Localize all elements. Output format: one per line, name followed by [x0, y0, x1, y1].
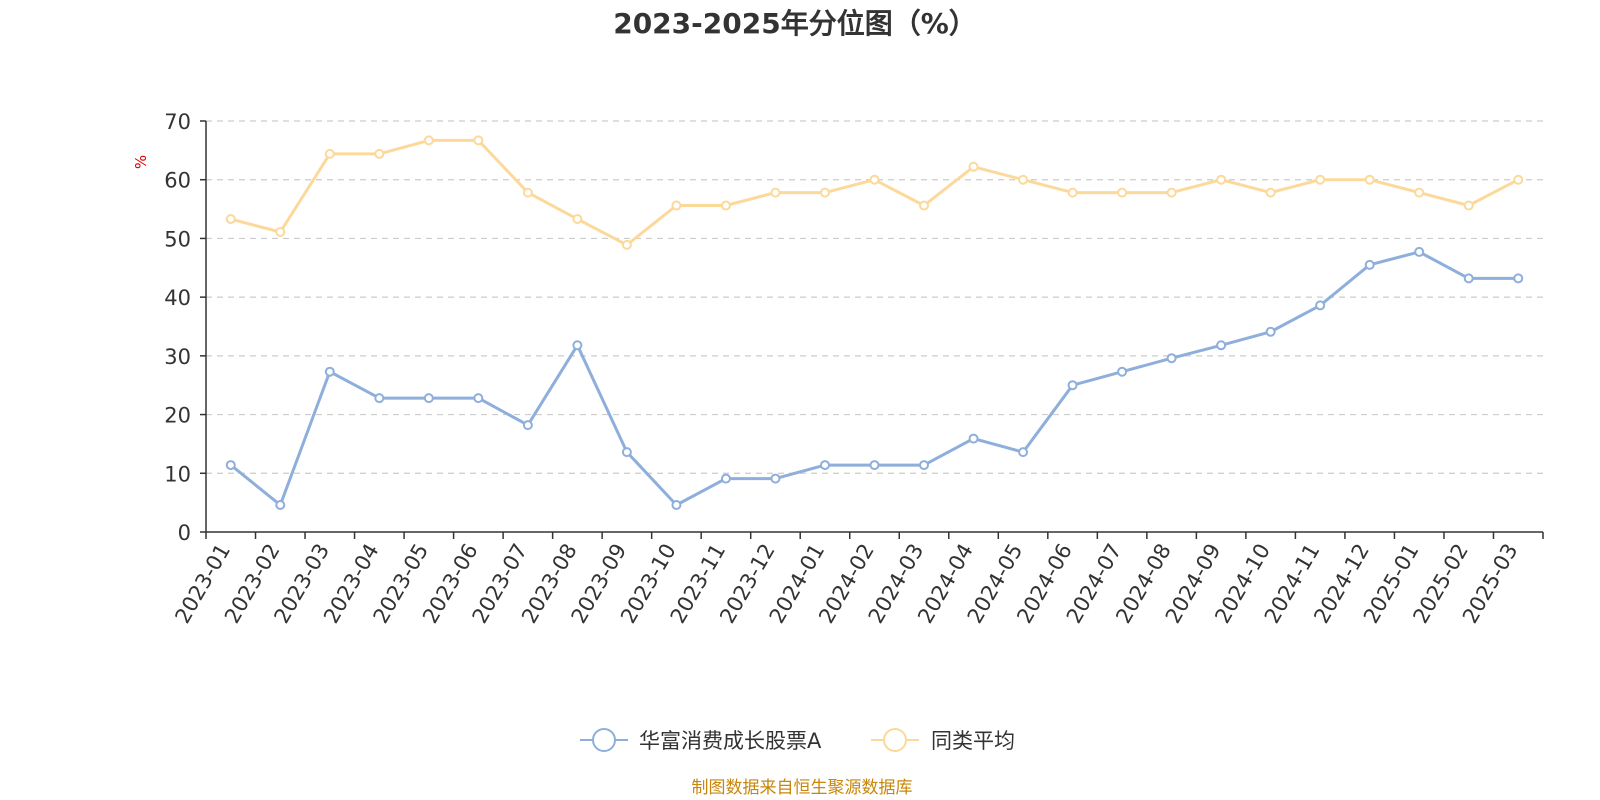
data-point-series-0[interactable]: [423, 393, 434, 404]
data-point-series-1[interactable]: [671, 200, 682, 211]
data-point-series-0[interactable]: [1117, 366, 1128, 377]
data-point-series-0[interactable]: [1018, 447, 1029, 458]
data-point-series-1[interactable]: [621, 239, 632, 250]
y-tick-label: 70: [164, 110, 191, 134]
data-point-series-0[interactable]: [1463, 273, 1474, 284]
data-point-series-1[interactable]: [572, 214, 583, 225]
data-point-series-0[interactable]: [225, 460, 236, 471]
y-tick-label: 50: [164, 227, 191, 251]
x-tick-labels: 2023-012023-022023-032023-042023-052023-…: [170, 540, 1522, 628]
data-point-series-0[interactable]: [374, 393, 385, 404]
data-point-series-1[interactable]: [770, 187, 781, 198]
data-point-series-1[interactable]: [1463, 200, 1474, 211]
data-point-series-0[interactable]: [919, 460, 930, 471]
y-tick-label: 40: [164, 286, 191, 310]
data-point-series-0[interactable]: [1315, 300, 1326, 311]
data-point-series-1[interactable]: [423, 135, 434, 146]
data-point-series-0[interactable]: [819, 460, 830, 471]
data-point-series-1[interactable]: [275, 226, 286, 237]
data-point-series-1[interactable]: [919, 200, 930, 211]
data-point-series-0[interactable]: [671, 499, 682, 510]
data-point-series-1[interactable]: [1216, 174, 1227, 185]
legend-label-fund: 华富消费成长股票A: [639, 729, 822, 753]
data-point-series-0[interactable]: [1364, 259, 1375, 270]
legend-item-fund[interactable]: 华富消费成长股票A: [580, 728, 822, 753]
data-point-series-0[interactable]: [473, 393, 484, 404]
data-point-series-1[interactable]: [1315, 174, 1326, 185]
data-point-series-1[interactable]: [720, 200, 731, 211]
data-point-series-0[interactable]: [621, 447, 632, 458]
data-point-series-0[interactable]: [1216, 340, 1227, 351]
data-point-series-0[interactable]: [770, 473, 781, 484]
data-point-series-0[interactable]: [275, 499, 286, 510]
data-point-series-0[interactable]: [572, 340, 583, 351]
data-point-series-1[interactable]: [1067, 187, 1078, 198]
data-point-series-0[interactable]: [968, 433, 979, 444]
data-point-series-1[interactable]: [1166, 187, 1177, 198]
y-tick-labels: 0 10 20 30 40 50 60 70: [164, 110, 191, 545]
legend: 华富消费成长股票A 同类平均: [580, 728, 1015, 753]
data-point-series-0[interactable]: [324, 366, 335, 377]
data-point-series-1[interactable]: [968, 161, 979, 172]
data-point-series-0[interactable]: [1513, 273, 1524, 284]
data-point-series-1[interactable]: [1265, 187, 1276, 198]
data-points: [225, 135, 1524, 510]
data-point-series-1[interactable]: [324, 148, 335, 159]
y-tick-label: 30: [164, 345, 191, 369]
y-tick-label: 0: [178, 521, 191, 545]
axes: [200, 120, 1544, 539]
data-point-series-0[interactable]: [720, 473, 731, 484]
data-point-series-0[interactable]: [522, 420, 533, 431]
legend-marker-average: [883, 728, 907, 752]
data-point-series-1[interactable]: [522, 187, 533, 198]
y-axis-unit: %: [132, 155, 150, 169]
data-point-series-1[interactable]: [374, 148, 385, 159]
chart-title: 2023-2025年分位图（%）: [613, 7, 977, 40]
y-tick-label: 10: [164, 462, 191, 486]
data-point-series-1[interactable]: [869, 174, 880, 185]
data-point-series-1[interactable]: [1364, 174, 1375, 185]
data-point-series-0[interactable]: [1265, 326, 1276, 337]
grid-lines: [206, 120, 1543, 474]
data-point-series-1[interactable]: [1117, 187, 1128, 198]
data-point-series-0[interactable]: [1414, 246, 1425, 257]
data-point-series-0[interactable]: [1166, 353, 1177, 364]
series-lines: [229, 138, 1520, 507]
y-tick-label: 20: [164, 404, 191, 428]
data-point-series-1[interactable]: [1414, 187, 1425, 198]
data-point-series-1[interactable]: [473, 135, 484, 146]
data-point-series-1[interactable]: [225, 214, 236, 225]
legend-item-average[interactable]: 同类平均: [871, 728, 1015, 753]
data-point-series-0[interactable]: [869, 460, 880, 471]
data-point-series-0[interactable]: [1067, 380, 1078, 391]
y-tick-label: 60: [164, 169, 191, 193]
legend-marker-fund: [592, 728, 616, 752]
legend-label-average: 同类平均: [931, 729, 1015, 753]
data-point-series-1[interactable]: [819, 187, 830, 198]
data-source-note: 制图数据来自恒生聚源数据库: [692, 778, 913, 798]
data-point-series-1[interactable]: [1018, 174, 1029, 185]
series-line-1: [229, 138, 1520, 247]
data-point-series-1[interactable]: [1513, 174, 1524, 185]
